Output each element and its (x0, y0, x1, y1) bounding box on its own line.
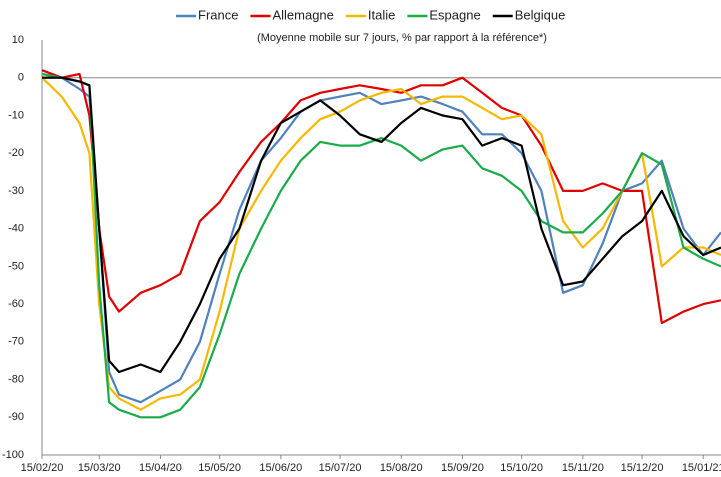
x-tick-label: 15/07/20 (319, 462, 362, 474)
legend-label: Italie (368, 7, 395, 22)
series-line (41, 72, 721, 419)
series-line (42, 76, 721, 374)
x-tick-label: 15/02/20 (21, 462, 64, 474)
chart-subtitle: (Moyenne mobile sur 7 jours, % par rappo… (257, 32, 547, 44)
x-tick-label: 15/04/20 (139, 462, 182, 474)
x-tick-label: 15/12/20 (621, 462, 664, 474)
x-tick-label: 15/08/20 (380, 462, 423, 474)
x-tick-label: 15/11/20 (562, 462, 604, 474)
x-tick-label: 15/06/20 (259, 462, 302, 474)
y-tick-label: -70 (8, 336, 24, 348)
legend-label: Belgique (515, 7, 566, 22)
legend-label: Espagne (429, 7, 480, 22)
y-tick-label: -50 (8, 260, 24, 272)
x-tick-label: 15/01/21 (682, 462, 721, 474)
y-tick-label: -10 (8, 109, 24, 121)
y-tick-label: 0 (18, 72, 24, 84)
y-tick-label: -30 (8, 185, 24, 197)
y-tick-label: -40 (8, 223, 24, 235)
y-tick-label: -60 (8, 298, 24, 310)
x-tick-label: 15/10/20 (500, 462, 543, 474)
x-tick-label: 15/09/20 (441, 462, 484, 474)
x-tick-label: 15/05/20 (198, 462, 241, 474)
series-line (41, 76, 721, 411)
legend-label: France (198, 7, 238, 22)
x-tick-label: 15/03/20 (78, 462, 121, 474)
y-tick-label: -90 (8, 411, 24, 423)
legend-label: Allemagne (272, 7, 333, 22)
y-tick-label: -20 (8, 147, 24, 159)
series-line (42, 76, 721, 404)
y-tick-label: -80 (8, 373, 24, 385)
series-line (41, 69, 721, 325)
y-tick-label: 10 (12, 34, 24, 46)
y-tick-label: -100 (2, 449, 24, 461)
